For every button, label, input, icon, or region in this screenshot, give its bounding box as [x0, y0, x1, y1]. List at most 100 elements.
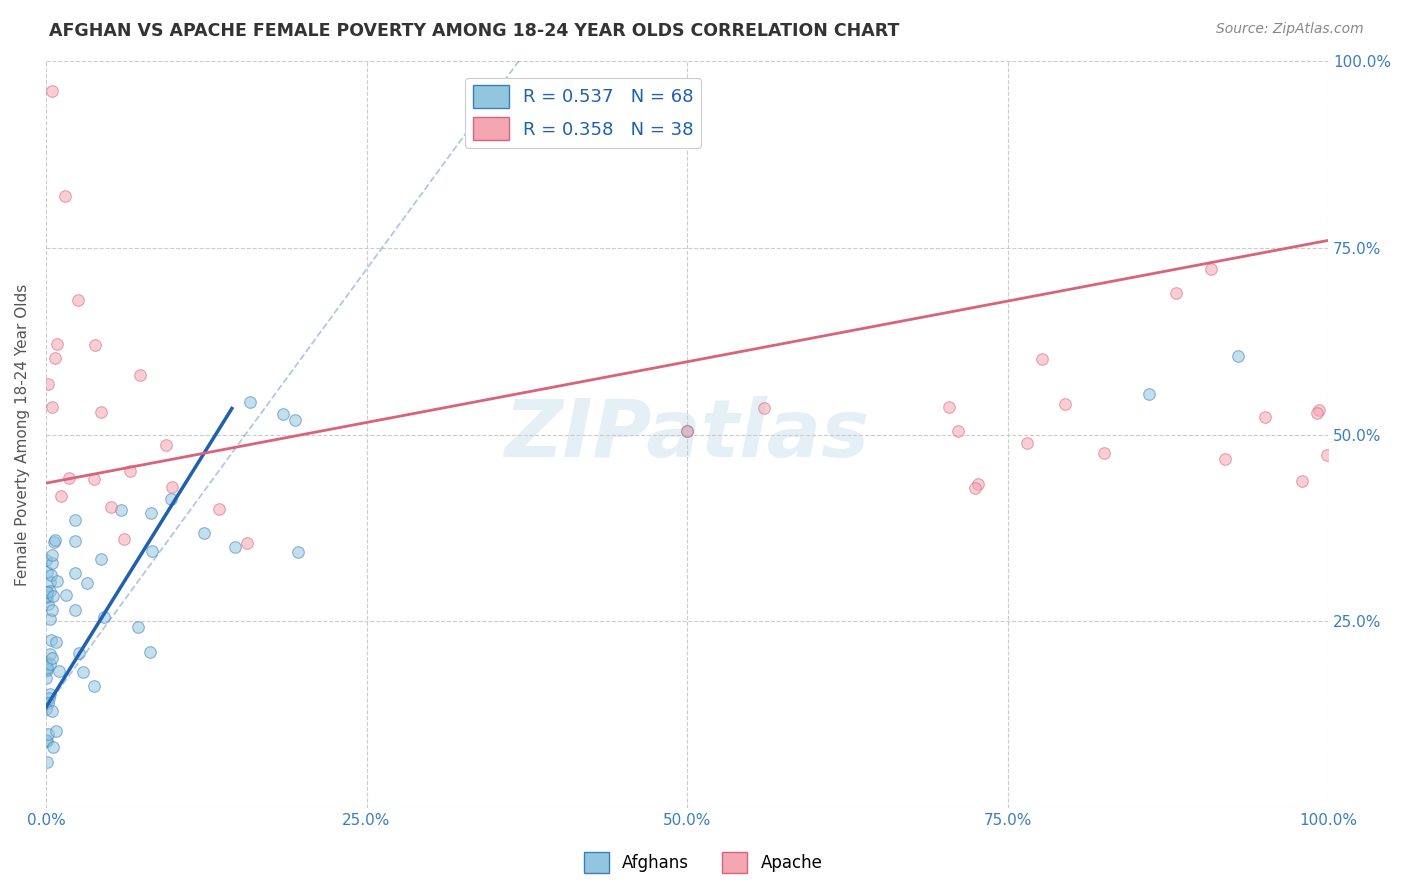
Point — [45, 723, 67, 738]
Point — [1137, 386, 1160, 401]
Point — [67, 646, 90, 660]
Point — [38, 691, 60, 706]
Point — [38, 647, 60, 661]
Point — [41, 548, 63, 562]
Point — [676, 424, 699, 438]
Point — [90, 552, 112, 566]
Point — [39, 567, 62, 582]
Point — [284, 413, 307, 427]
Point — [55, 588, 77, 602]
Point — [35, 755, 58, 769]
Legend: Afghans, Apache: Afghans, Apache — [576, 846, 830, 880]
Point — [48, 665, 70, 679]
Point — [41, 84, 63, 98]
Point — [967, 476, 990, 491]
Point — [1227, 349, 1250, 363]
Point — [76, 575, 98, 590]
Point — [1164, 285, 1187, 300]
Point — [63, 534, 86, 549]
Y-axis label: Female Poverty Among 18-24 Year Olds: Female Poverty Among 18-24 Year Olds — [15, 284, 30, 586]
Point — [63, 602, 86, 616]
Point — [45, 634, 67, 648]
Point — [271, 407, 294, 421]
Point — [35, 702, 58, 716]
Point — [155, 437, 177, 451]
Point — [35, 565, 58, 579]
Point — [44, 535, 66, 549]
Point — [35, 655, 58, 669]
Point — [37, 726, 59, 740]
Point — [938, 401, 960, 415]
Point — [676, 424, 699, 438]
Point — [110, 503, 132, 517]
Point — [37, 660, 59, 674]
Point — [37, 598, 59, 612]
Point — [35, 733, 58, 747]
Point — [44, 533, 66, 547]
Point — [46, 574, 69, 588]
Point — [66, 293, 89, 308]
Legend: R = 0.537   N = 68, R = 0.358   N = 38: R = 0.537 N = 68, R = 0.358 N = 38 — [465, 78, 700, 147]
Point — [141, 544, 163, 558]
Point — [37, 663, 59, 677]
Point — [44, 351, 66, 366]
Point — [128, 368, 150, 382]
Point — [35, 590, 58, 604]
Point — [139, 506, 162, 520]
Point — [39, 575, 62, 590]
Point — [49, 489, 72, 503]
Point — [1201, 262, 1223, 277]
Point — [35, 660, 58, 674]
Point — [39, 687, 62, 701]
Point — [112, 532, 135, 546]
Point — [41, 557, 63, 571]
Point — [1031, 352, 1053, 367]
Point — [1015, 436, 1038, 450]
Point — [41, 650, 63, 665]
Point — [1308, 403, 1330, 417]
Point — [1316, 449, 1339, 463]
Point — [35, 585, 58, 599]
Point — [159, 491, 181, 506]
Point — [45, 336, 67, 351]
Point — [53, 188, 76, 202]
Point — [1092, 446, 1115, 460]
Point — [35, 553, 58, 567]
Point — [37, 376, 59, 391]
Point — [236, 536, 259, 550]
Point — [41, 632, 63, 647]
Point — [118, 464, 141, 478]
Point — [58, 471, 80, 485]
Point — [42, 739, 65, 754]
Point — [90, 404, 112, 418]
Point — [160, 480, 183, 494]
Point — [287, 545, 309, 559]
Point — [1213, 452, 1236, 467]
Point — [41, 704, 63, 718]
Point — [239, 395, 262, 409]
Point — [208, 502, 231, 516]
Point — [37, 734, 59, 748]
Point — [1053, 397, 1076, 411]
Point — [946, 424, 969, 438]
Point — [39, 584, 62, 599]
Point — [1291, 475, 1313, 489]
Point — [35, 694, 58, 708]
Point — [83, 679, 105, 693]
Point — [38, 657, 60, 672]
Point — [35, 671, 58, 685]
Point — [93, 610, 115, 624]
Point — [35, 590, 58, 604]
Point — [193, 525, 215, 540]
Point — [83, 338, 105, 352]
Point — [72, 665, 94, 679]
Point — [127, 620, 149, 634]
Text: ZIPatlas: ZIPatlas — [505, 396, 869, 474]
Point — [83, 472, 105, 486]
Point — [35, 585, 58, 599]
Point — [41, 401, 63, 415]
Text: Source: ZipAtlas.com: Source: ZipAtlas.com — [1216, 22, 1364, 37]
Point — [1306, 406, 1329, 420]
Point — [752, 401, 775, 416]
Point — [63, 566, 86, 580]
